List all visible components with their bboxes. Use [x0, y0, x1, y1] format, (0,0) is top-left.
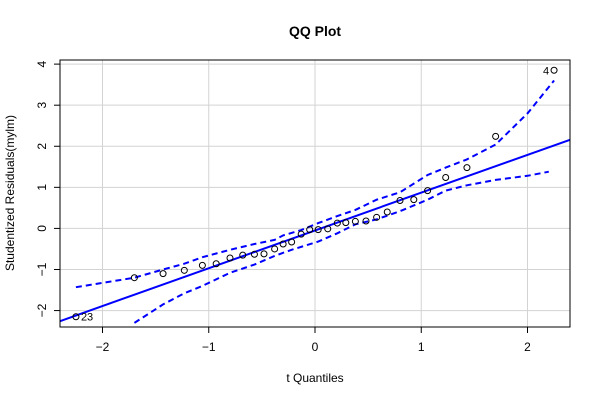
data-point	[279, 240, 287, 248]
data-point	[239, 251, 247, 259]
data-point	[342, 219, 350, 227]
data-point	[72, 313, 80, 321]
chart-title: QQ Plot	[289, 23, 341, 39]
confidence-envelope	[75, 79, 555, 324]
data-point	[396, 196, 404, 204]
x-tick-label: 1	[418, 340, 425, 354]
point-label: 23	[81, 312, 93, 324]
data-point	[297, 230, 305, 238]
data-point	[424, 187, 432, 195]
data-point	[362, 217, 370, 225]
data-point	[306, 226, 314, 234]
point-label: 4	[543, 65, 549, 77]
data-point	[463, 164, 471, 172]
data-point	[373, 213, 381, 221]
x-axis: −2 −1 0 1 2	[96, 327, 531, 354]
x-tick-label: 0	[312, 340, 319, 354]
data-point	[333, 219, 341, 227]
x-tick-label: −1	[202, 340, 216, 354]
data-point	[159, 270, 167, 278]
envelope-upper-line	[75, 79, 555, 289]
data-point	[226, 254, 234, 262]
data-point	[324, 225, 332, 233]
x-tick-label: −2	[96, 340, 110, 354]
point-labels: 23 4	[81, 65, 549, 323]
envelope-lower-line	[133, 170, 549, 324]
data-point	[351, 217, 359, 225]
data-point	[260, 250, 268, 258]
data-point	[212, 260, 220, 268]
data-point	[198, 261, 206, 269]
data-point	[383, 208, 391, 216]
data-point	[314, 226, 322, 234]
data-point	[550, 66, 558, 74]
data-point	[492, 132, 500, 140]
x-tick-label: 2	[524, 340, 531, 354]
y-axis-label: Studentized Residuals(mylm)	[3, 115, 17, 271]
y-tick-label: 0	[35, 225, 49, 232]
grid	[60, 60, 570, 327]
data-point	[410, 196, 418, 204]
y-tick-label: 2	[35, 143, 49, 150]
y-tick-label: 4	[35, 60, 49, 67]
data-point	[271, 245, 279, 253]
y-tick-label: −1	[35, 262, 49, 276]
data-point	[250, 250, 258, 258]
y-tick-label: −2	[35, 303, 49, 317]
y-tick-label: 3	[35, 102, 49, 109]
data-point	[180, 266, 188, 274]
data-point	[130, 274, 138, 282]
y-tick-label: 1	[35, 184, 49, 191]
data-point	[288, 238, 296, 246]
data-point	[442, 173, 450, 181]
x-axis-label: t Quantiles	[286, 371, 343, 385]
data-points	[72, 66, 558, 321]
y-axis: −2 −1 0 1 2 3 4	[35, 60, 60, 317]
